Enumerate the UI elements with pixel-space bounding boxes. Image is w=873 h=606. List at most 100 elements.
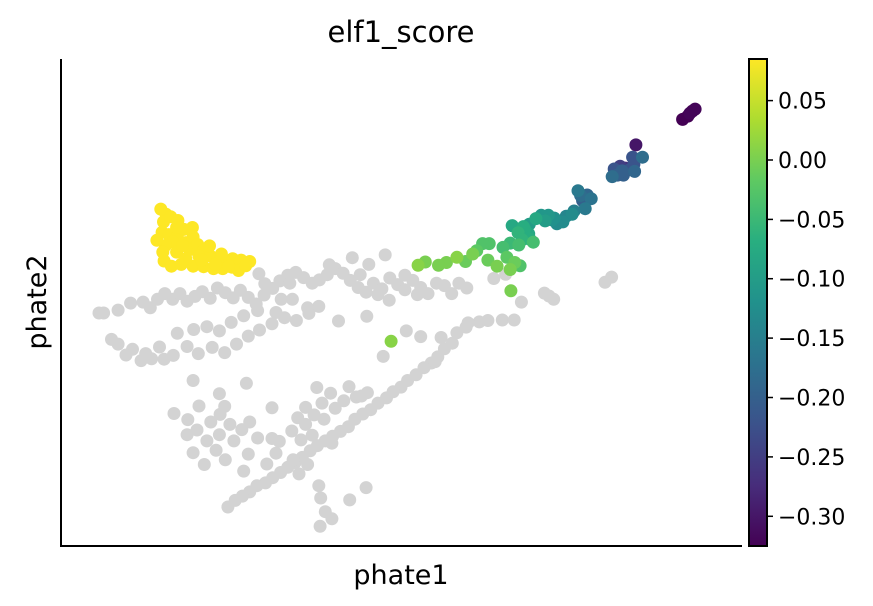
scored-point: [565, 207, 579, 221]
unscored-point: [218, 399, 232, 413]
unscored-point: [332, 314, 345, 328]
scored-point: [529, 212, 543, 226]
unscored-point: [445, 287, 459, 301]
unscored-point: [187, 323, 201, 336]
unscored-point: [481, 314, 495, 327]
scored-point: [615, 164, 629, 178]
unscored-point: [324, 386, 338, 400]
unscored-point: [227, 434, 241, 448]
unscored-point: [205, 340, 219, 354]
scored-point: [636, 150, 649, 164]
unscored-point: [200, 320, 214, 334]
unscored-point: [322, 258, 336, 272]
unscored-point: [460, 281, 474, 295]
unscored-point: [180, 428, 194, 442]
unscored-point: [191, 347, 205, 361]
unscored-point: [230, 337, 243, 351]
unscored-point: [265, 401, 279, 415]
unscored-point: [212, 387, 226, 401]
unscored-point: [312, 299, 326, 313]
unscored-point: [301, 458, 315, 471]
unscored-point: [92, 306, 106, 320]
unscored-point: [239, 376, 253, 390]
unscored-point: [218, 346, 232, 360]
scored-point: [605, 170, 619, 184]
scored-point: [512, 238, 526, 252]
unscored-point: [157, 352, 171, 366]
scored-point: [156, 245, 170, 259]
unscored-point: [204, 415, 218, 429]
scored-point: [490, 259, 504, 273]
x-axis-label: phate1: [353, 560, 448, 591]
unscored-point: [325, 436, 339, 450]
colorbar-tick-label: −0.05: [778, 208, 845, 233]
unscored-point: [337, 394, 351, 408]
unscored-point: [312, 479, 326, 493]
unscored-point: [192, 399, 206, 413]
unscored-point: [212, 324, 226, 338]
unscored-point: [421, 287, 435, 301]
scored-point: [239, 259, 253, 273]
unscored-point: [269, 446, 283, 460]
unscored-point: [514, 295, 528, 309]
scored-point: [214, 247, 228, 261]
scored-point: [503, 263, 517, 276]
scored-point: [170, 221, 184, 234]
unscored-point: [487, 272, 501, 285]
unscored-point: [124, 296, 138, 310]
unscored-point: [305, 428, 319, 442]
y-axis-label: phate2: [22, 254, 53, 349]
unscored-point: [223, 417, 237, 431]
unscored-point: [181, 413, 195, 427]
unscored-point: [345, 251, 359, 265]
unscored-point: [353, 268, 367, 282]
unscored-point: [285, 424, 299, 438]
colorbar-tick-label: −0.25: [778, 446, 845, 471]
unscored-point: [218, 453, 232, 467]
unscored-point: [212, 428, 226, 442]
unscored-point: [167, 407, 181, 420]
scored-point: [176, 239, 189, 253]
scored-point: [185, 221, 199, 234]
scored-point: [481, 253, 495, 267]
unscored-point: [241, 447, 255, 461]
scored-point: [578, 202, 592, 216]
colorbar-tick-label: 0.00: [778, 149, 827, 174]
unscored-point: [224, 315, 238, 329]
scored-point: [384, 334, 398, 348]
unscored-point: [286, 453, 300, 467]
unscored-point: [382, 293, 396, 307]
unscored-point: [461, 316, 475, 330]
unscored-point: [378, 248, 392, 262]
unscored-point: [265, 432, 279, 445]
unscored-point: [434, 331, 448, 344]
unscored-point: [299, 400, 313, 414]
unscored-point: [203, 291, 217, 305]
unscored-point: [414, 330, 428, 344]
unscored-point: [251, 304, 265, 318]
unscored-point: [315, 396, 329, 410]
unscored-point: [355, 389, 368, 403]
unscored-point: [253, 323, 266, 337]
scored-point: [688, 102, 702, 116]
unscored-point: [299, 417, 313, 431]
unscored-point: [371, 288, 385, 302]
unscored-point: [328, 401, 342, 415]
unscored-point: [119, 348, 133, 362]
unscored-point: [241, 329, 255, 343]
unscored-point: [537, 286, 551, 300]
unscored-point: [318, 505, 332, 519]
unscored-point: [274, 292, 288, 306]
unscored-point: [180, 340, 194, 353]
unscored-point: [314, 491, 328, 505]
unscored-point: [265, 317, 279, 331]
unscored-point: [105, 332, 118, 346]
unscored-point: [362, 257, 376, 271]
unscored-point: [289, 314, 303, 327]
scored-point: [628, 164, 642, 178]
unscored-point: [283, 276, 297, 290]
unscored-point: [495, 313, 509, 327]
unscored-point: [359, 481, 373, 495]
unscored-point: [360, 309, 374, 323]
colorbar-ticks: 0.05 0.00 −0.05 −0.10 −0.15 −0.20 −0.25 −0.30: [767, 90, 845, 530]
